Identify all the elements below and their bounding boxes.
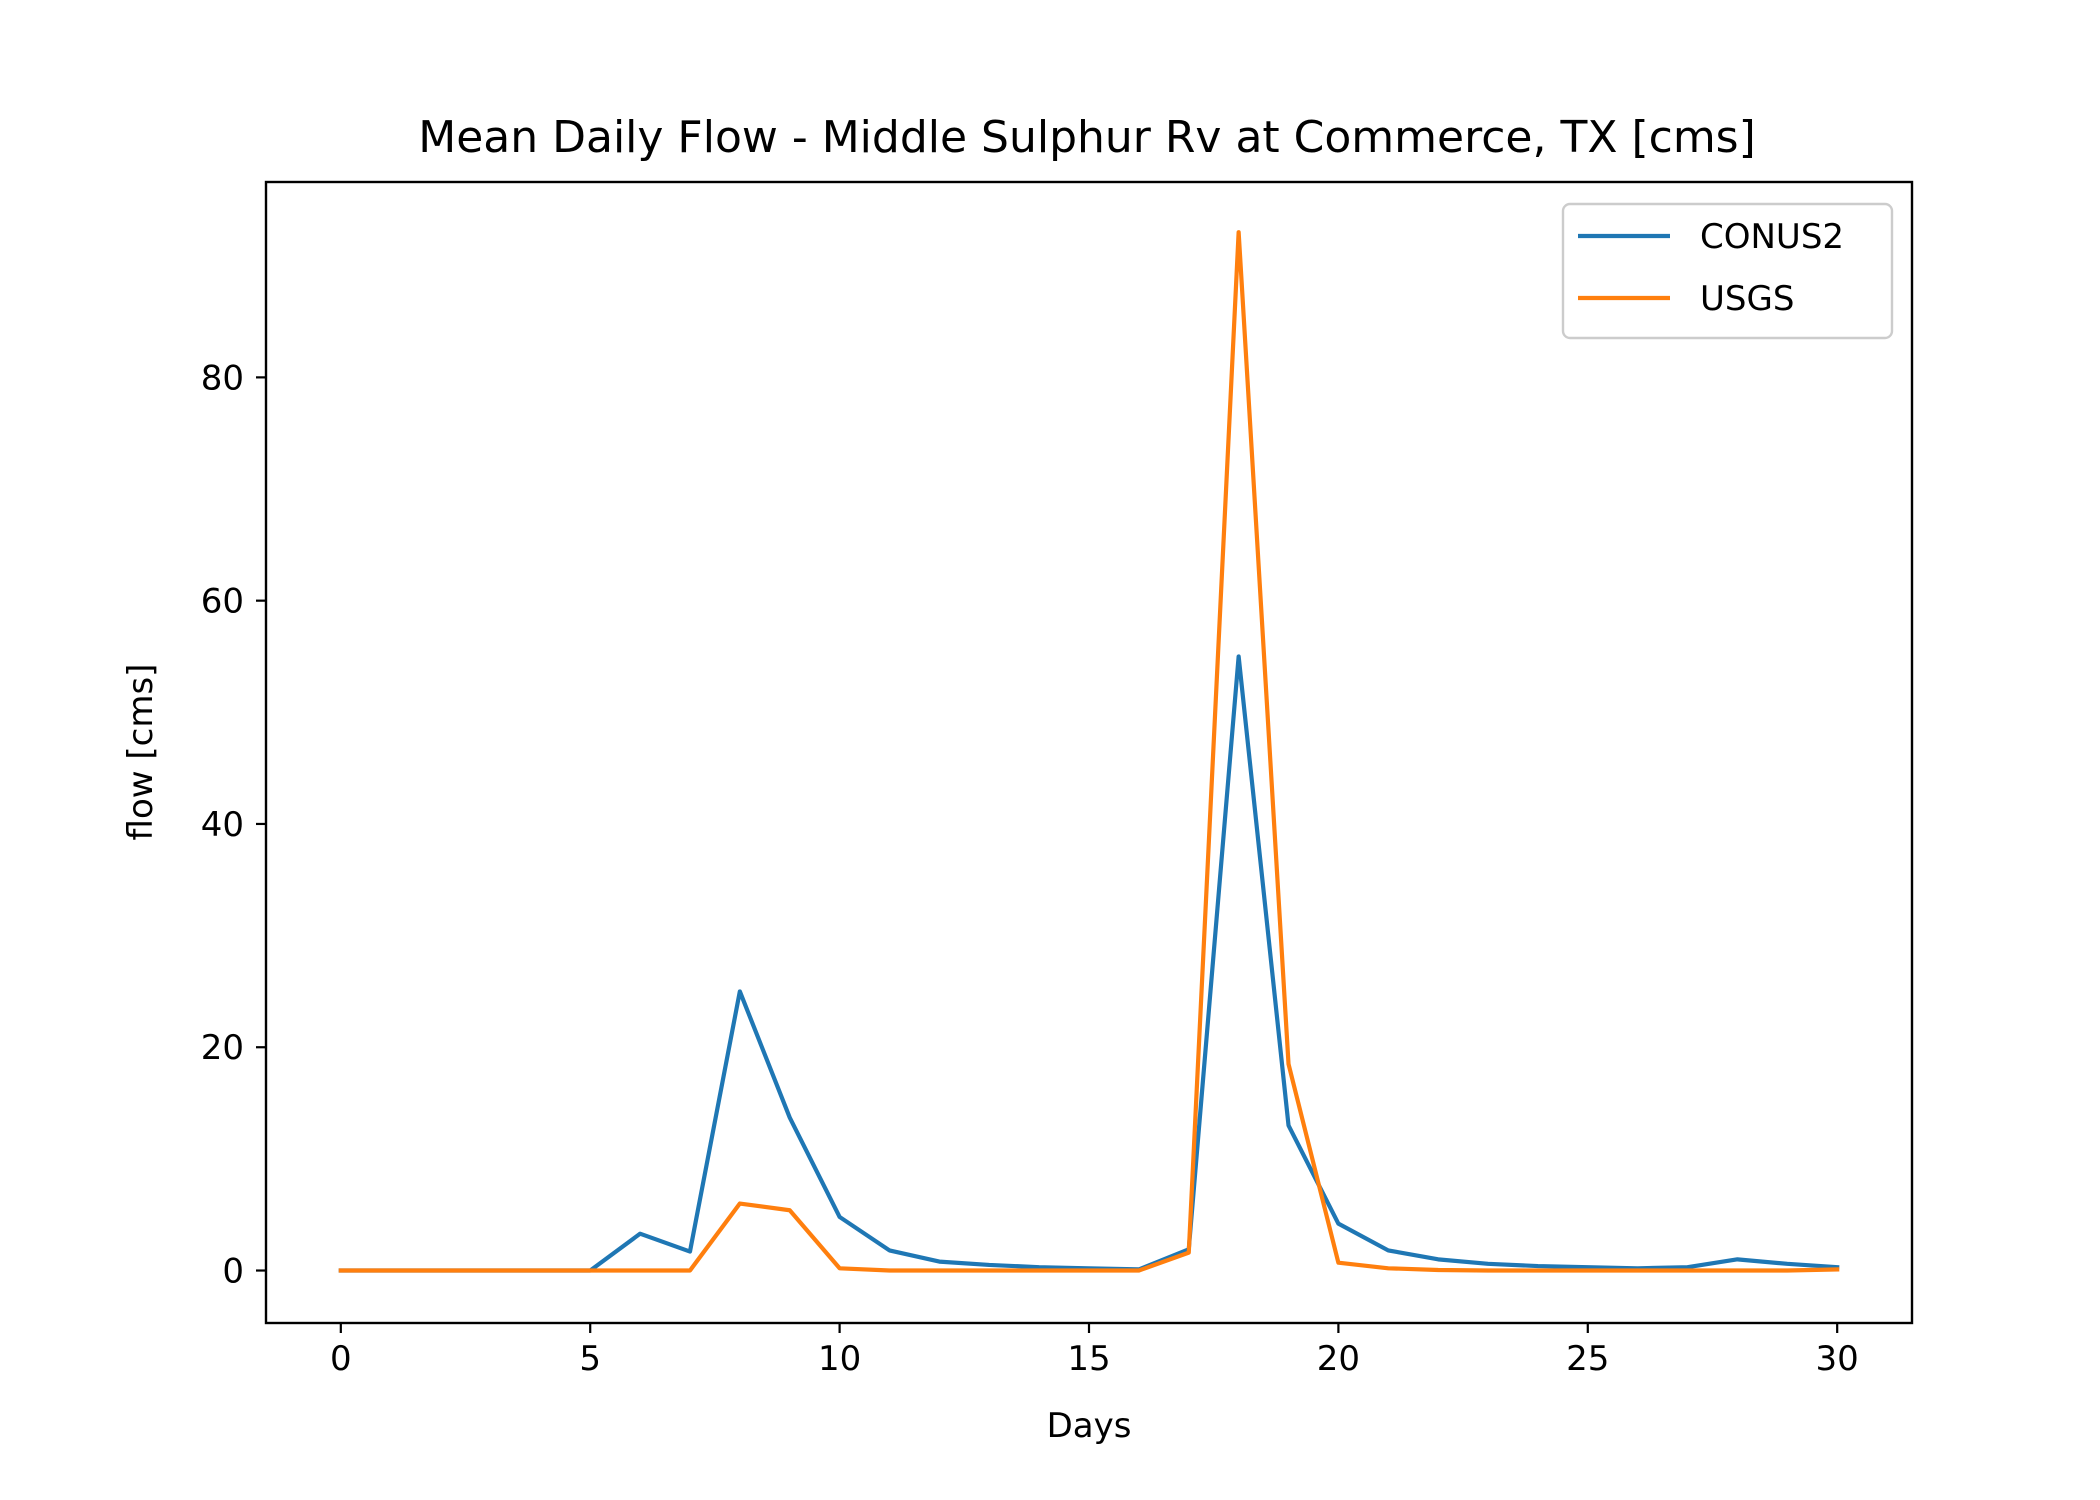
x-tick-label: 0	[330, 1339, 352, 1379]
legend-items: CONUS2 USGS	[1578, 217, 1844, 319]
plot-lines	[338, 230, 1840, 1273]
x-tick-label: 15	[1067, 1339, 1110, 1379]
chart-title: Mean Daily Flow - Middle Sulphur Rv at C…	[418, 112, 1756, 163]
y-tick-label: 0	[222, 1252, 244, 1292]
x-axis-ticks: 0 5 10 15 20 25 30	[330, 1323, 1859, 1379]
y-axis-label: flow [cms]	[121, 664, 161, 841]
y-tick-label: 40	[201, 805, 244, 845]
x-tick-label: 20	[1317, 1339, 1360, 1379]
y-axis-ticks: 0 20 40 60 80	[201, 358, 266, 1292]
y-tick-label: 80	[201, 358, 244, 398]
x-tick-label: 10	[818, 1339, 861, 1379]
x-axis-label: Days	[1047, 1406, 1132, 1446]
x-tick-label: 30	[1816, 1339, 1859, 1379]
x-tick-label: 25	[1566, 1339, 1609, 1379]
legend-label-0: CONUS2	[1700, 217, 1844, 257]
legend-label-1: USGS	[1700, 279, 1794, 319]
series-line-1	[338, 230, 1840, 1273]
y-tick-label: 60	[201, 582, 244, 622]
y-tick-label: 20	[201, 1028, 244, 1068]
legend: CONUS2 USGS	[1561, 202, 1894, 340]
x-tick-label: 5	[579, 1339, 601, 1379]
